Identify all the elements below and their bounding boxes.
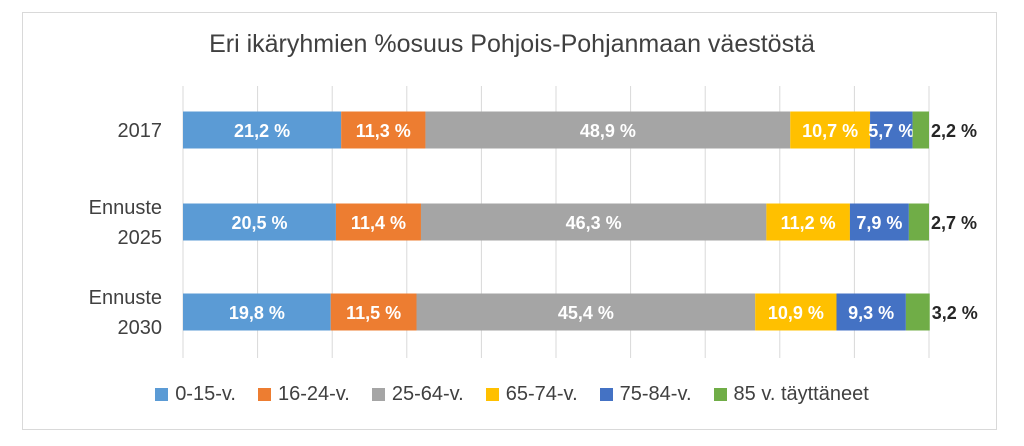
legend-label: 0-15-v. [175, 383, 236, 405]
data-label: 3,2 % [932, 303, 978, 323]
data-label: 10,7 % [802, 121, 858, 141]
legend-swatch [485, 388, 499, 401]
data-label: 7,9 % [856, 213, 902, 233]
data-label: 46,3 % [566, 213, 622, 233]
chart-legend: 0-15-v. 16-24-v. 25-64-v. 65-74-v. 75-84-v. 8… [0, 383, 1024, 406]
legend-item: 0-15-v. [155, 383, 236, 406]
bar-segment [183, 203, 336, 241]
legend-item: 16-24-v. [257, 383, 350, 406]
data-label: 20,5 % [231, 213, 287, 233]
legend-label: 85 v. täyttäneet [733, 383, 869, 405]
legend-item: 25-64-v. [371, 383, 464, 406]
data-label: 2,7 % [931, 213, 977, 233]
legend-swatch [257, 388, 271, 401]
bar-segment [420, 203, 767, 241]
data-label: 21,2 % [234, 121, 290, 141]
legend-label: 75-84-v. [619, 383, 692, 405]
legend-item: 75-84-v. [599, 383, 692, 406]
legend-label: 25-64-v. [391, 383, 464, 405]
bar-segment [912, 111, 929, 149]
bar-segment [330, 293, 417, 331]
bar-segment [908, 203, 929, 241]
legend-swatch [713, 388, 727, 401]
category-label: 2030 [118, 317, 163, 339]
data-label: 11,3 % [356, 121, 411, 141]
category-label: 2025 [118, 227, 163, 249]
data-label: 5,7 % [868, 121, 914, 141]
data-label: 48,9 % [580, 121, 636, 141]
legend-item: 85 v. täyttäneet [713, 383, 869, 406]
category-label: 2017 [118, 120, 163, 142]
bar-segment [849, 203, 909, 241]
chart-title: Eri ikäryhmien %osuus Pohjois-Pohjanmaan… [209, 30, 815, 58]
data-label: 11,2 % [781, 213, 836, 233]
bar-segment [755, 293, 837, 331]
category-label: Ennuste [89, 287, 162, 309]
bar-segment [341, 111, 426, 149]
data-label: 11,5 % [346, 303, 401, 323]
bar-segment [905, 293, 930, 331]
legend-label: 65-74-v. [505, 383, 578, 405]
data-label: 19,8 % [229, 303, 285, 323]
data-label: 11,4 % [351, 213, 406, 233]
data-label: 2,2 % [931, 121, 977, 141]
data-label: 10,9 % [768, 303, 824, 323]
data-label: 9,3 % [848, 303, 894, 323]
category-label: Ennuste [89, 197, 162, 219]
bar-segment [183, 293, 331, 331]
bar-segment [335, 203, 421, 241]
bar-segment [183, 111, 342, 149]
legend-item: 65-74-v. [485, 383, 578, 406]
legend-swatch [155, 388, 169, 401]
bar-segment [425, 111, 791, 149]
bar-segment [836, 293, 906, 331]
legend-swatch [371, 388, 385, 401]
bar-segment [790, 111, 871, 149]
legend-swatch [599, 388, 613, 401]
bar-segment [766, 203, 850, 241]
chart-frame [22, 12, 997, 430]
bar-segment [870, 111, 913, 149]
bar-segment [416, 293, 756, 331]
legend-label: 16-24-v. [277, 383, 350, 405]
data-label: 45,4 % [558, 303, 614, 323]
